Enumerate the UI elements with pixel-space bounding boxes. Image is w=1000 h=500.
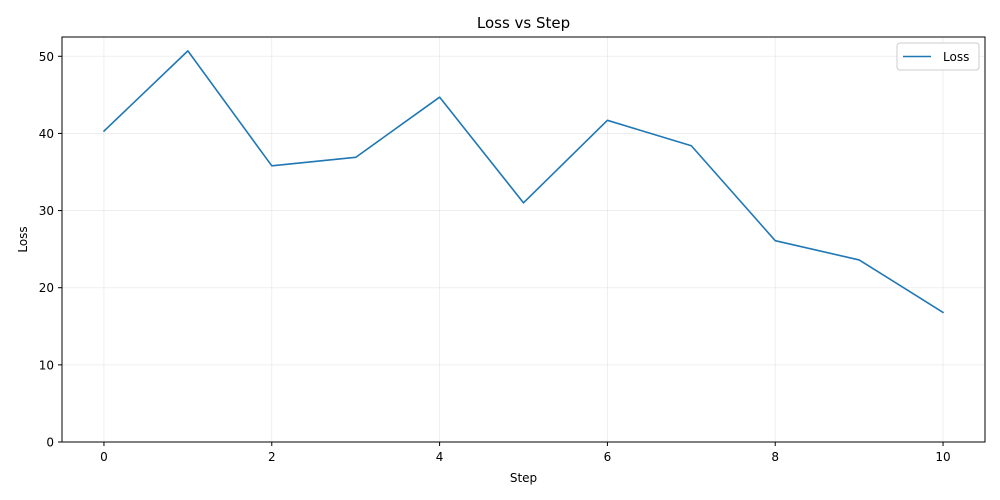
x-tick-label: 6 <box>604 450 612 464</box>
x-tick-label: 4 <box>436 450 444 464</box>
legend-label-loss: Loss <box>943 50 969 64</box>
x-tick-label: 8 <box>771 450 779 464</box>
x-tick-label: 0 <box>100 450 108 464</box>
series-layer <box>103 50 944 314</box>
chart-title: Loss vs Step <box>477 14 570 32</box>
y-tick-label: 0 <box>46 436 54 450</box>
y-tick-label: 40 <box>39 127 54 141</box>
x-tick-label: 10 <box>935 450 950 464</box>
legend: Loss <box>896 42 980 71</box>
x-axis-label: Step <box>510 471 537 485</box>
series-line-loss <box>103 50 944 314</box>
y-tick-label: 10 <box>39 358 54 372</box>
axis-ticks: 0 2 4 6 8 10 0 10 20 30 40 50 <box>39 50 951 464</box>
plot-frame <box>61 36 986 443</box>
legend-box <box>896 42 980 71</box>
y-axis-label: Loss <box>16 226 30 252</box>
x-tick-label: 2 <box>268 450 276 464</box>
y-tick-label: 20 <box>39 281 54 295</box>
y-tick-label: 50 <box>39 50 54 64</box>
y-tick-label: 30 <box>39 204 54 218</box>
